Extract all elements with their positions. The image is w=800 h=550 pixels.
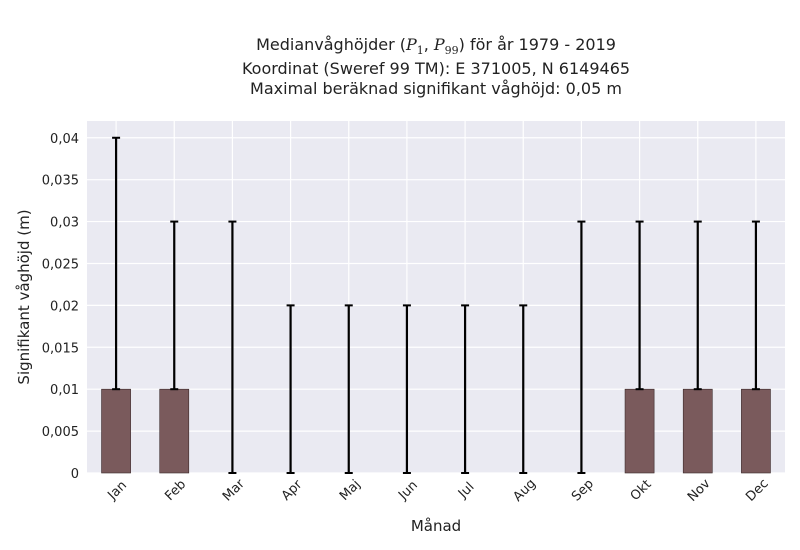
chart-title-line-3: Maximal beräknad signifikant våghöjd: 0,…	[250, 79, 622, 98]
y-tick-label-4: 0,02	[50, 299, 79, 314]
x-tick-labels: Jan Feb Mar Apr Maj Jun Jul Aug Sep Okt Nov Dec	[105, 476, 772, 505]
error-bar-jun	[402, 304, 411, 474]
bar-okt	[624, 388, 655, 474]
bar-dec	[741, 388, 771, 474]
y-tick-label-5: 0,025	[42, 257, 79, 272]
chart-title-math-sep: ,	[423, 35, 434, 54]
error-bar-dec	[751, 220, 760, 391]
x-tick-label-maj: Maj	[337, 477, 364, 504]
y-tick-label-1: 0,005	[42, 425, 79, 440]
x-tick-label-jul: Jul	[455, 480, 477, 502]
x-tick-label-mar: Mar	[220, 476, 248, 504]
chart-title-math-p99: P99	[433, 35, 459, 58]
x-axis-label: Månad	[411, 517, 461, 535]
x-tick-label-sep: Sep	[569, 477, 597, 505]
error-bar-aug	[519, 304, 528, 474]
error-bar-sep	[577, 220, 586, 474]
y-tick-labels: 0 0,005 0,01 0,015 0,02 0,025 0,03 0,035 0,04	[42, 132, 79, 482]
y-tick-label-6: 0,03	[50, 216, 79, 231]
x-tick-label-apr: Apr	[279, 477, 306, 504]
y-tick-label-2: 0,01	[50, 383, 79, 398]
bar-nov	[682, 388, 713, 474]
error-bar-okt	[635, 220, 644, 391]
chart-title-line-1: Medianvåghöjder (P1, P99) för år 1979 - …	[87, 35, 785, 57]
x-tick-label-feb: Feb	[162, 477, 189, 504]
y-tick-label-0: 0	[71, 467, 79, 482]
error-bar-mar	[228, 220, 237, 474]
x-tick-label-dec: Dec	[743, 476, 771, 504]
chart-title-math-p1: P1	[405, 35, 424, 58]
chart-title-suffix: ) för år 1979 - 2019	[458, 35, 616, 54]
x-tick-label-okt: Okt	[628, 477, 655, 504]
y-axis-label: Signifikant våghöjd (m)	[15, 209, 33, 384]
y-tick-label-3: 0,015	[42, 341, 79, 356]
bar-jan	[101, 388, 131, 474]
chart-title-line-2: Koordinat (Sweref 99 TM): E 371005, N 61…	[241, 59, 631, 78]
error-bar-jan	[112, 136, 121, 391]
x-tick-label-jan: Jan	[105, 478, 130, 503]
error-bar-jul	[461, 304, 470, 474]
plot-background	[87, 121, 785, 473]
chart-title-prefix: Medianvåghöjder (	[256, 35, 406, 54]
error-bar-feb	[170, 220, 179, 391]
error-bar-nov	[693, 220, 702, 391]
bar-feb	[159, 388, 190, 474]
x-tick-label-aug: Aug	[510, 476, 539, 505]
x-tick-label-jun: Jun	[395, 478, 421, 504]
error-bar-apr	[286, 304, 295, 474]
error-layer	[112, 136, 760, 474]
y-tick-label-8: 0,04	[50, 132, 79, 147]
x-tick-label-nov: Nov	[685, 476, 714, 505]
error-bar-maj	[344, 304, 353, 474]
y-tick-label-7: 0,035	[42, 174, 79, 189]
